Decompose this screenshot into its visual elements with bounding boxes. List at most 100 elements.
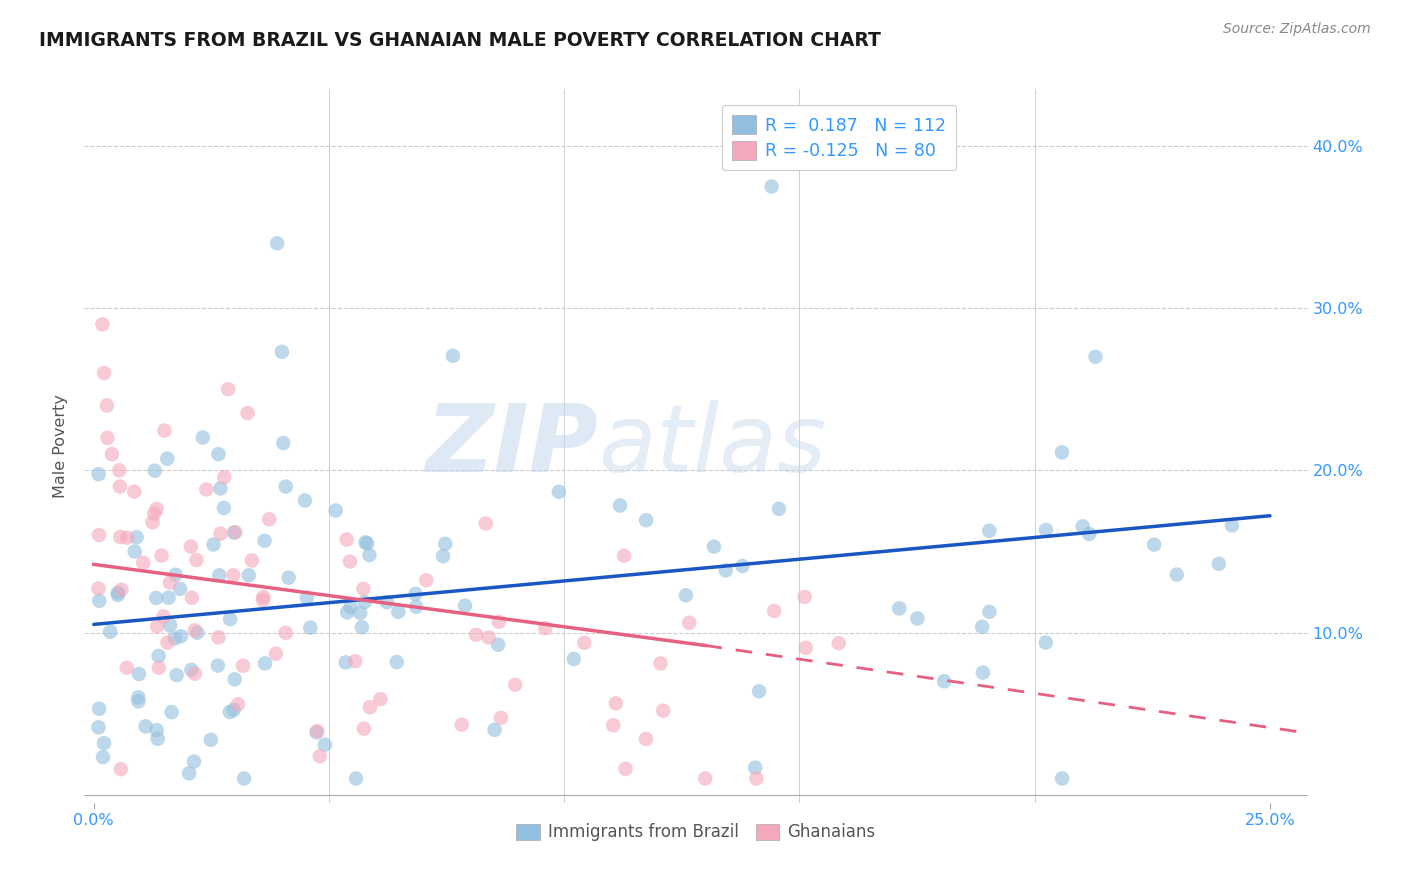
Point bbox=[339, 599, 361, 614]
Point bbox=[184, 666, 207, 681]
Point bbox=[153, 424, 176, 438]
Point bbox=[488, 615, 510, 629]
Point bbox=[110, 530, 132, 544]
Point bbox=[761, 179, 783, 194]
Point bbox=[122, 484, 145, 499]
Point bbox=[219, 612, 242, 626]
Point bbox=[135, 719, 157, 733]
Point bbox=[344, 772, 367, 786]
Point bbox=[972, 620, 994, 634]
Point bbox=[257, 512, 280, 526]
Point bbox=[124, 544, 146, 558]
Point bbox=[208, 568, 231, 582]
Point bbox=[96, 431, 118, 445]
Point bbox=[405, 587, 427, 601]
Point bbox=[209, 482, 232, 496]
Point bbox=[353, 722, 375, 736]
Point bbox=[609, 499, 631, 513]
Point bbox=[115, 531, 138, 545]
Point bbox=[160, 705, 183, 719]
Point bbox=[108, 479, 131, 493]
Point bbox=[146, 731, 169, 746]
Point bbox=[405, 599, 427, 614]
Point bbox=[354, 535, 377, 549]
Point bbox=[110, 582, 132, 597]
Point bbox=[148, 648, 170, 663]
Point bbox=[146, 619, 169, 633]
Point bbox=[252, 593, 274, 607]
Point bbox=[325, 503, 347, 517]
Point bbox=[352, 582, 374, 596]
Point bbox=[486, 638, 509, 652]
Point bbox=[650, 657, 672, 671]
Point bbox=[465, 628, 488, 642]
Point bbox=[132, 556, 155, 570]
Point bbox=[145, 591, 167, 605]
Text: ZIP: ZIP bbox=[425, 400, 598, 492]
Point bbox=[678, 615, 700, 630]
Point bbox=[432, 549, 454, 563]
Point bbox=[98, 624, 121, 639]
Point bbox=[314, 738, 336, 752]
Point bbox=[191, 430, 214, 444]
Point bbox=[748, 684, 770, 698]
Point bbox=[145, 502, 167, 516]
Point bbox=[1166, 567, 1188, 582]
Point bbox=[336, 533, 359, 547]
Point bbox=[266, 236, 288, 251]
Point bbox=[353, 595, 375, 609]
Point bbox=[375, 595, 398, 609]
Point bbox=[441, 349, 464, 363]
Point bbox=[240, 553, 263, 567]
Point bbox=[562, 652, 585, 666]
Point bbox=[349, 606, 371, 620]
Point bbox=[169, 582, 191, 596]
Point bbox=[184, 624, 207, 638]
Point bbox=[107, 586, 129, 600]
Legend: Immigrants from Brazil, Ghanaians: Immigrants from Brazil, Ghanaians bbox=[510, 817, 882, 848]
Point bbox=[295, 591, 318, 605]
Point bbox=[253, 533, 276, 548]
Point bbox=[143, 507, 166, 521]
Point bbox=[159, 575, 181, 590]
Point bbox=[370, 692, 392, 706]
Point bbox=[1035, 635, 1057, 649]
Point bbox=[450, 717, 472, 731]
Point bbox=[614, 762, 637, 776]
Point bbox=[339, 555, 361, 569]
Point bbox=[602, 718, 624, 732]
Point bbox=[613, 549, 636, 563]
Point bbox=[186, 625, 208, 640]
Point bbox=[478, 631, 501, 645]
Point bbox=[489, 711, 512, 725]
Point bbox=[350, 620, 373, 634]
Point bbox=[110, 762, 132, 776]
Point bbox=[1035, 523, 1057, 537]
Point bbox=[87, 702, 110, 716]
Point bbox=[634, 731, 657, 746]
Point bbox=[1050, 772, 1073, 786]
Point bbox=[96, 399, 118, 413]
Point bbox=[1220, 518, 1243, 533]
Point bbox=[731, 558, 754, 573]
Point bbox=[905, 611, 928, 625]
Point bbox=[299, 621, 322, 635]
Point bbox=[183, 755, 205, 769]
Point bbox=[474, 516, 496, 531]
Point bbox=[91, 318, 114, 332]
Y-axis label: Male Poverty: Male Poverty bbox=[53, 394, 69, 498]
Point bbox=[636, 513, 658, 527]
Point bbox=[222, 568, 245, 582]
Point bbox=[177, 766, 200, 780]
Point bbox=[252, 590, 274, 604]
Point bbox=[484, 723, 506, 737]
Point bbox=[534, 621, 557, 635]
Point bbox=[207, 658, 229, 673]
Point bbox=[547, 484, 569, 499]
Point bbox=[219, 705, 242, 719]
Point bbox=[233, 772, 256, 786]
Point bbox=[232, 658, 254, 673]
Point bbox=[93, 366, 115, 380]
Point bbox=[209, 526, 232, 541]
Point bbox=[224, 525, 246, 540]
